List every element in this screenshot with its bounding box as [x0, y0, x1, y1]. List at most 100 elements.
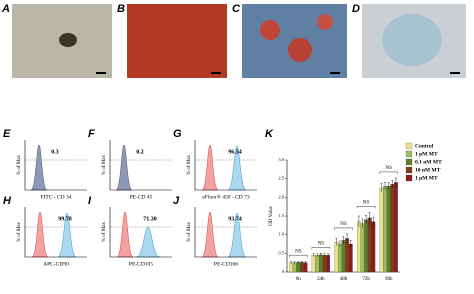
panel-label: F: [88, 128, 95, 140]
legend-swatch: [405, 158, 413, 166]
error-bar: [335, 238, 338, 246]
percent-label: 0.2: [136, 149, 144, 155]
panel-label: D: [352, 3, 360, 15]
bar: [357, 221, 361, 273]
panel-label: B: [117, 3, 125, 15]
bar: [322, 255, 327, 273]
y-tick-label: 0.5: [278, 250, 284, 255]
histogram: [30, 144, 48, 191]
error-bar: [372, 216, 375, 227]
y-axis-label: % of Max: [102, 155, 107, 175]
marker-label: PE-CD105: [129, 261, 153, 267]
significance-label: NS: [318, 241, 325, 246]
histogram: [31, 211, 49, 258]
error-bar: [290, 261, 293, 264]
bar: [348, 243, 353, 273]
scale-bar: [330, 72, 340, 74]
panel-label: H: [3, 195, 12, 207]
marker-label: FITC - CD 34: [40, 194, 71, 200]
panel-label: G: [173, 128, 182, 140]
bar: [394, 182, 398, 273]
axis: [194, 207, 257, 258]
percent-label: 93.74: [228, 216, 242, 222]
panel-label: J: [173, 195, 180, 207]
cell-cluster: [59, 33, 77, 47]
marker-label: APC-CD90: [43, 261, 69, 267]
panel-label: I: [88, 195, 92, 207]
percent-label: 0.3: [51, 149, 59, 155]
bar: [334, 242, 339, 273]
bar: [371, 221, 376, 273]
histogram: [227, 212, 247, 258]
y-tick-label: 3.0: [278, 157, 284, 162]
error-bar: [297, 260, 300, 264]
x-tick-label: 24h: [317, 277, 325, 282]
axis: [109, 207, 172, 258]
error-bar: [304, 261, 307, 264]
significance-bracket: [334, 227, 353, 230]
histogram: [227, 145, 247, 191]
bar: [341, 240, 346, 273]
error-bar: [365, 215, 368, 225]
bar: [319, 254, 323, 273]
significance-bracket: [289, 254, 308, 258]
error-bar: [338, 240, 341, 247]
significance-label: NS: [385, 166, 392, 171]
bar: [326, 255, 330, 273]
significance-bracket: [356, 206, 376, 209]
error-bar: [387, 182, 390, 190]
legend-label: 1 pM MT: [415, 151, 438, 157]
error-bar: [361, 218, 364, 228]
bar: [367, 217, 372, 273]
panel-label: K: [265, 128, 274, 140]
error-bar: [327, 253, 330, 257]
scale-bar: [211, 72, 221, 74]
y-tick-label: 1.0: [278, 232, 284, 237]
bar: [364, 219, 368, 273]
y-axis-label: % of Max: [102, 222, 107, 242]
y-tick-label: 1.5: [278, 213, 284, 218]
histogram: [201, 211, 219, 258]
axis: [24, 207, 87, 258]
significance-label: NS: [295, 249, 302, 254]
bar: [386, 186, 391, 273]
photos: [12, 4, 466, 78]
percent-label: 96.54: [228, 149, 242, 155]
y-axis-label: % of Max: [187, 222, 192, 242]
error-bar: [346, 233, 349, 243]
y-tick-label: 2.5: [278, 176, 284, 181]
bar: [383, 186, 387, 273]
legend-swatch: [405, 166, 413, 174]
legend-label: 1 μM MT: [415, 175, 438, 181]
bar: [379, 187, 384, 273]
bar: [289, 262, 293, 273]
axis: [24, 140, 87, 191]
error-bar: [394, 177, 397, 187]
legend-label: 10 nM MT: [415, 167, 441, 173]
legend-label: Control: [415, 143, 434, 149]
error-bar: [342, 236, 345, 244]
bar: [296, 262, 301, 273]
error-bar: [323, 253, 326, 257]
marker-label: PE-CD 45: [130, 194, 153, 200]
stain: [260, 20, 280, 40]
histogram: [115, 144, 133, 191]
stain: [317, 14, 333, 30]
panel-label: E: [3, 128, 11, 140]
histogram: [57, 212, 77, 258]
y-tick-label: 2.0: [278, 194, 284, 199]
error-bar: [391, 180, 394, 188]
bar: [315, 255, 320, 273]
marker-label: eFluor® 450 - CD 73: [202, 193, 250, 200]
photo-b: [127, 4, 227, 78]
error-bar: [319, 253, 322, 257]
legend-swatch: [405, 150, 413, 158]
panel-label: A: [1, 3, 10, 15]
error-bar: [368, 212, 371, 224]
histogram: [135, 226, 161, 258]
significance-label: NS: [340, 222, 347, 227]
error-bar: [312, 253, 315, 257]
marker-label: PE-CD166: [214, 261, 238, 267]
axis: [194, 140, 257, 191]
x-tick-label: 48h: [340, 277, 348, 282]
